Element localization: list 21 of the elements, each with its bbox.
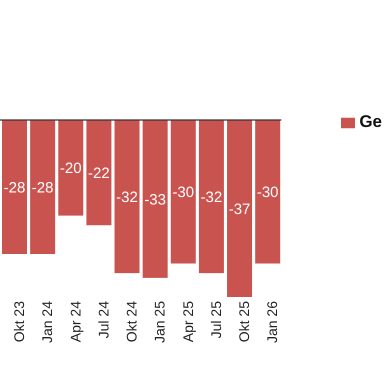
data-label: -28 <box>4 179 26 196</box>
x-tick-label: Okt 24 <box>124 300 140 342</box>
x-tick-label: Apr 24 <box>67 300 84 342</box>
legend-label: Ge <box>359 112 382 131</box>
x-tick-label: Jul 25 <box>208 300 224 338</box>
data-label: -32 <box>200 188 222 206</box>
x-tick-label: Okt 23 <box>11 300 28 342</box>
data-label: -28 <box>32 179 54 196</box>
x-tick-label: Apr 25 <box>180 300 196 342</box>
x-tick-label: Okt 25 <box>236 300 252 342</box>
data-label: -37 <box>228 200 250 218</box>
data-label: -22 <box>88 164 110 182</box>
x-tick-label: Jul 24 <box>95 300 112 338</box>
data-label: -30 <box>256 184 279 202</box>
x-tick-label: Jan 24 <box>39 300 56 344</box>
data-label: -32 <box>116 188 138 206</box>
x-tick-label: Jan 25 <box>152 300 168 344</box>
data-label: -33 <box>144 191 166 208</box>
x-tick-label: Jan 26 <box>264 300 280 344</box>
data-label: -20 <box>60 160 82 178</box>
data-label: -30 <box>172 184 194 202</box>
